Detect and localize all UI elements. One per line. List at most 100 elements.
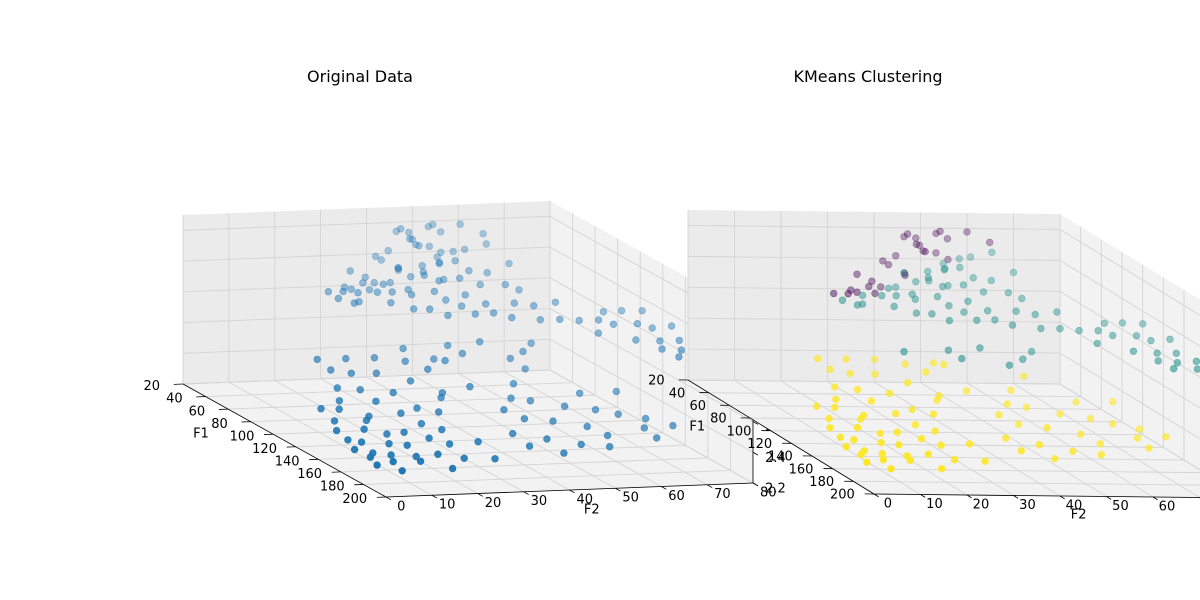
data-point-series-2: [933, 396, 941, 404]
data-point-series-2: [1056, 410, 1064, 418]
data-point-series-1: [912, 309, 921, 317]
y-tick-mark: [1106, 496, 1112, 500]
data-point-series-2: [857, 450, 865, 459]
data-point-series-1: [925, 277, 933, 285]
grid-line-y-floor: [228, 381, 433, 496]
data-point-series-0: [536, 316, 544, 324]
grid-line-z-left: [687, 348, 1061, 354]
data-point-series-0: [437, 393, 445, 402]
data-point-series-0: [519, 347, 527, 356]
data-point-series-0: [853, 270, 861, 278]
y-tick-label: 50: [1112, 499, 1129, 514]
data-point-series-2: [853, 423, 862, 432]
data-point-series-1: [945, 302, 953, 310]
data-point-series-2: [825, 414, 833, 423]
x-tick-label: 60: [189, 404, 206, 419]
data-point-series-2: [924, 450, 932, 458]
y-tick-label: 10: [439, 498, 456, 513]
data-point-series-0: [340, 283, 349, 291]
data-point-series-0: [510, 299, 518, 307]
grid-line-z-left: [182, 338, 551, 354]
data-point-series-0: [451, 257, 459, 265]
data-point-series-2: [1035, 441, 1044, 449]
y-tick-label: 20: [973, 498, 990, 513]
data-point-series-2: [929, 359, 938, 367]
y-tick-mark: [873, 493, 879, 498]
data-point-series-0: [389, 388, 397, 397]
data-point-series-2: [891, 409, 900, 418]
data-point-series-0: [342, 354, 350, 363]
grid-line-y-floor: [458, 373, 662, 487]
data-point-series-0: [372, 397, 380, 405]
data-point-series-0: [640, 424, 648, 432]
z-tick-label: 2.2: [765, 482, 786, 497]
data-point-series-0: [384, 247, 392, 255]
data-point-series-0: [397, 225, 405, 233]
data-point-series-0: [424, 365, 432, 373]
data-point-series-0: [456, 274, 464, 282]
y-tick-mark: [477, 493, 484, 497]
data-point-series-0: [332, 426, 341, 435]
data-point-series-0: [594, 316, 603, 324]
data-point-series-2: [830, 403, 839, 412]
data-point-series-2: [1043, 424, 1051, 432]
x-tick-label: 80: [710, 412, 727, 427]
data-point-series-0: [397, 409, 405, 417]
data-point-series-1: [969, 274, 977, 282]
data-point-series-1: [988, 248, 996, 257]
data-point-series-0: [386, 278, 394, 287]
y-tick-mark: [661, 486, 667, 490]
grid-line-z-back: [549, 369, 754, 484]
data-point-series-0: [603, 431, 612, 440]
data-point-series-1: [1094, 327, 1102, 335]
data-point-series-0: [424, 222, 432, 231]
data-point-series-0: [313, 355, 321, 364]
data-point-series-1: [1018, 294, 1026, 303]
y-tick-label: 10: [926, 497, 943, 512]
data-point-series-2: [1096, 440, 1105, 448]
data-point-series-1: [923, 267, 932, 276]
x-axis-label: F1: [193, 427, 209, 442]
x-tick-label: 140: [768, 450, 793, 465]
grid-line-z-back: [549, 338, 754, 453]
data-point-series-0: [520, 415, 529, 423]
data-point-series-0: [339, 287, 347, 296]
grid-line-y-floor: [780, 380, 968, 496]
data-point-series-1: [966, 253, 975, 261]
data-point-series-1: [958, 354, 966, 363]
y-tick-label: 80: [760, 485, 777, 500]
data-point-series-0: [549, 417, 557, 425]
panel-kmeans-clustering: KMeans Clustering20406080100120140160180…: [648, 67, 1200, 523]
data-point-series-2: [853, 385, 862, 394]
y-tick-mark: [523, 491, 529, 495]
data-point-series-2: [836, 433, 845, 441]
data-point-series-0: [500, 406, 508, 414]
data-point-series-0: [435, 408, 443, 416]
data-point-series-0: [379, 280, 387, 288]
data-point-series-1: [1138, 320, 1147, 328]
data-point-series-0: [612, 387, 620, 396]
data-point-series-0: [370, 354, 379, 362]
chart-title: KMeans Clustering: [793, 67, 942, 86]
grid-line-z-back: [1059, 383, 1200, 471]
data-point-series-0: [347, 285, 355, 293]
grid-line-y-floor: [734, 380, 921, 495]
data-point-series-0: [609, 320, 618, 328]
data-point-series-0: [460, 454, 468, 462]
data-point-series-0: [847, 286, 855, 294]
data-point-series-1: [924, 273, 932, 282]
data-point-series-1: [1169, 365, 1178, 373]
x-tick-label: 100: [230, 429, 255, 444]
data-point-series-0: [335, 397, 344, 405]
data-point-series-2: [908, 405, 916, 414]
x-tick-label: 20: [144, 379, 161, 394]
data-point-series-1: [853, 301, 862, 309]
data-point-series-0: [479, 230, 487, 238]
data-point-series-2: [826, 365, 834, 374]
grid-line-z-left: [687, 225, 1061, 230]
data-point-series-2: [950, 455, 959, 464]
data-point-series-0: [438, 425, 446, 434]
data-point-series-0: [489, 309, 498, 317]
y-tick-label: 0: [397, 499, 405, 514]
data-point-series-1: [973, 316, 981, 324]
